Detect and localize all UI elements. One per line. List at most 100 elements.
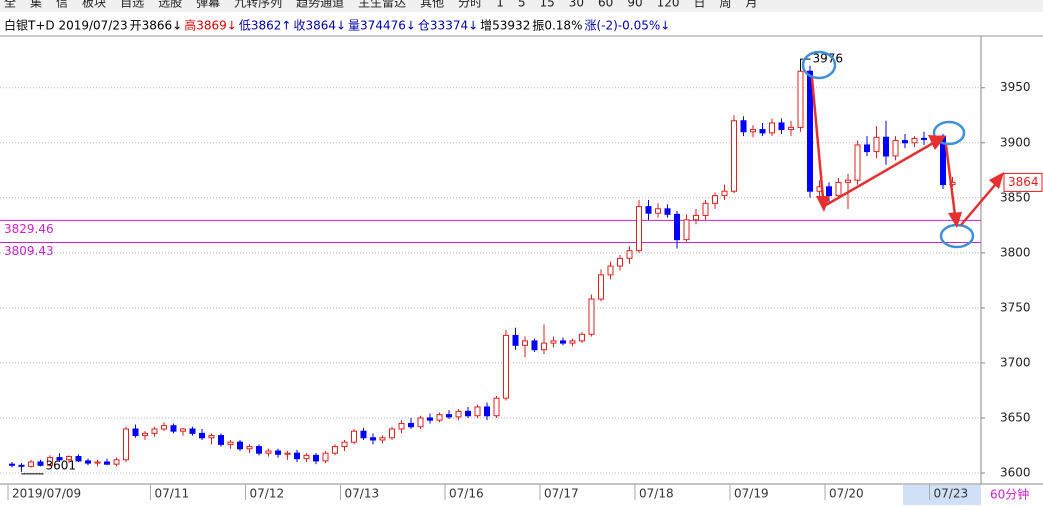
toolbar-item[interactable]: 主生雷达 <box>358 0 406 10</box>
candle-body <box>256 446 262 454</box>
candle-body <box>436 414 443 421</box>
candle-body <box>170 425 177 432</box>
toolbar-item[interactable]: 60 <box>598 0 613 10</box>
toolbar-item[interactable]: 其他 <box>420 0 444 10</box>
toolbar-item[interactable]: 90 <box>627 0 642 10</box>
toolbar-item[interactable]: 集 <box>30 0 42 10</box>
y-tick-label: 3750 <box>1000 300 1031 314</box>
candle-body <box>664 208 671 215</box>
y-tick-label: 3600 <box>1000 465 1031 479</box>
plot: 3600 3650 3700 3750 3800 3850 3900 3950 3829.46 3… <box>0 52 1043 501</box>
candle-body <box>104 461 110 465</box>
candle-body <box>227 441 234 445</box>
candle-body <box>522 340 528 346</box>
header: 白银T+D 2019/07/23 开3866↓ 高3869↓ 低3862↑ 收3864↓… <box>4 18 670 33</box>
toolbar-item[interactable]: 日 <box>694 0 706 10</box>
toolbar-item[interactable]: 1 <box>496 0 504 10</box>
candle-body <box>379 437 386 441</box>
circle <box>801 50 837 80</box>
candle-body <box>560 340 566 344</box>
toolbar-item[interactable]: 月 <box>746 0 758 10</box>
toolbar-item[interactable]: 分时 <box>458 0 482 10</box>
toolbar-item[interactable]: 自选 <box>120 0 144 10</box>
candle-body <box>370 437 376 441</box>
candle-body <box>465 410 471 417</box>
low-label: 3601 <box>46 458 77 472</box>
candle-body <box>332 446 338 454</box>
header-item: 涨(-2)-0.05%↓ <box>584 18 670 33</box>
candle-body <box>883 136 889 157</box>
candle-body <box>246 446 253 450</box>
candle-body <box>902 140 908 144</box>
candle-body <box>123 428 129 461</box>
candle-body <box>797 70 804 128</box>
candle-body <box>892 140 899 157</box>
arrow <box>960 184 996 226</box>
arrow-head <box>989 172 1004 189</box>
candle-body <box>303 454 310 460</box>
candle-body <box>921 137 927 140</box>
toolbar-item[interactable]: 周 <box>720 0 732 10</box>
candle-body <box>151 428 158 434</box>
header-item: 增53932 <box>480 19 530 33</box>
candle-body <box>512 334 519 346</box>
candle-body <box>94 461 101 464</box>
candle-body <box>864 144 870 153</box>
toolbar-item[interactable]: 全 <box>4 0 16 10</box>
toolbar-item[interactable]: 板块 <box>82 0 106 10</box>
candle-body <box>398 422 405 430</box>
x-tick-label: 07/18 <box>639 487 674 501</box>
arrow <box>944 144 957 216</box>
candle-body <box>455 410 462 418</box>
toolbar-item[interactable]: 选股 <box>158 0 182 10</box>
candle-body <box>474 406 481 417</box>
candle-body <box>569 340 576 344</box>
arrow-head <box>948 212 962 228</box>
candle-body <box>617 257 623 267</box>
candle-body <box>873 136 880 153</box>
candle-body <box>446 414 452 418</box>
candle-body <box>389 428 395 439</box>
candle-body <box>788 126 794 131</box>
level-label: 3829.46 <box>4 222 54 236</box>
candle-body <box>408 422 414 428</box>
candle-body <box>47 457 53 466</box>
y-tick-label: 3850 <box>1000 190 1031 204</box>
toolbar-item[interactable]: 趋势通道 <box>296 0 344 10</box>
candle-body <box>702 202 709 216</box>
candle-body <box>218 435 224 445</box>
candle-body <box>18 464 25 467</box>
candle-body <box>493 397 500 417</box>
candle-body <box>911 137 918 144</box>
y-tick-label: 3800 <box>1000 245 1031 259</box>
candle-body <box>607 265 614 276</box>
y-tick-label: 3950 <box>1000 80 1031 94</box>
arrow-head <box>928 135 946 150</box>
candle-body <box>740 120 747 133</box>
candle-body <box>712 195 718 204</box>
candle-body <box>721 190 728 197</box>
circle <box>932 120 966 146</box>
candle-body <box>778 122 785 131</box>
toolbar-item[interactable]: 弹幕 <box>196 0 220 10</box>
date-highlight <box>903 485 981 505</box>
toolbar-item[interactable]: 九转序列 <box>234 0 282 10</box>
toolbar-item[interactable]: 5 <box>518 0 526 10</box>
header-item: 开3866↓ <box>130 19 183 33</box>
toolbar-item[interactable]: 15 <box>539 0 554 10</box>
toolbar-item[interactable]: 信 <box>56 0 68 10</box>
period-label[interactable]: 60分钟 <box>990 487 1029 502</box>
x-tick-label: 2019/07/09 <box>12 487 81 501</box>
candle-body <box>750 129 756 133</box>
toolbar-item[interactable]: 120 <box>657 0 680 10</box>
candle-body <box>807 70 813 192</box>
toolbar: 全集信板块 自选 选股 弹幕 九转序列 趋势通道 主生雷达 其他 分时 1 5 15 30 60 90 120… <box>4 0 758 10</box>
candle-body <box>208 435 215 439</box>
toolbar-item[interactable]: 30 <box>569 0 584 10</box>
candle-body <box>655 208 661 214</box>
annotation-marks <box>801 50 1004 249</box>
candle-body <box>826 186 832 197</box>
candle-body <box>845 179 851 183</box>
